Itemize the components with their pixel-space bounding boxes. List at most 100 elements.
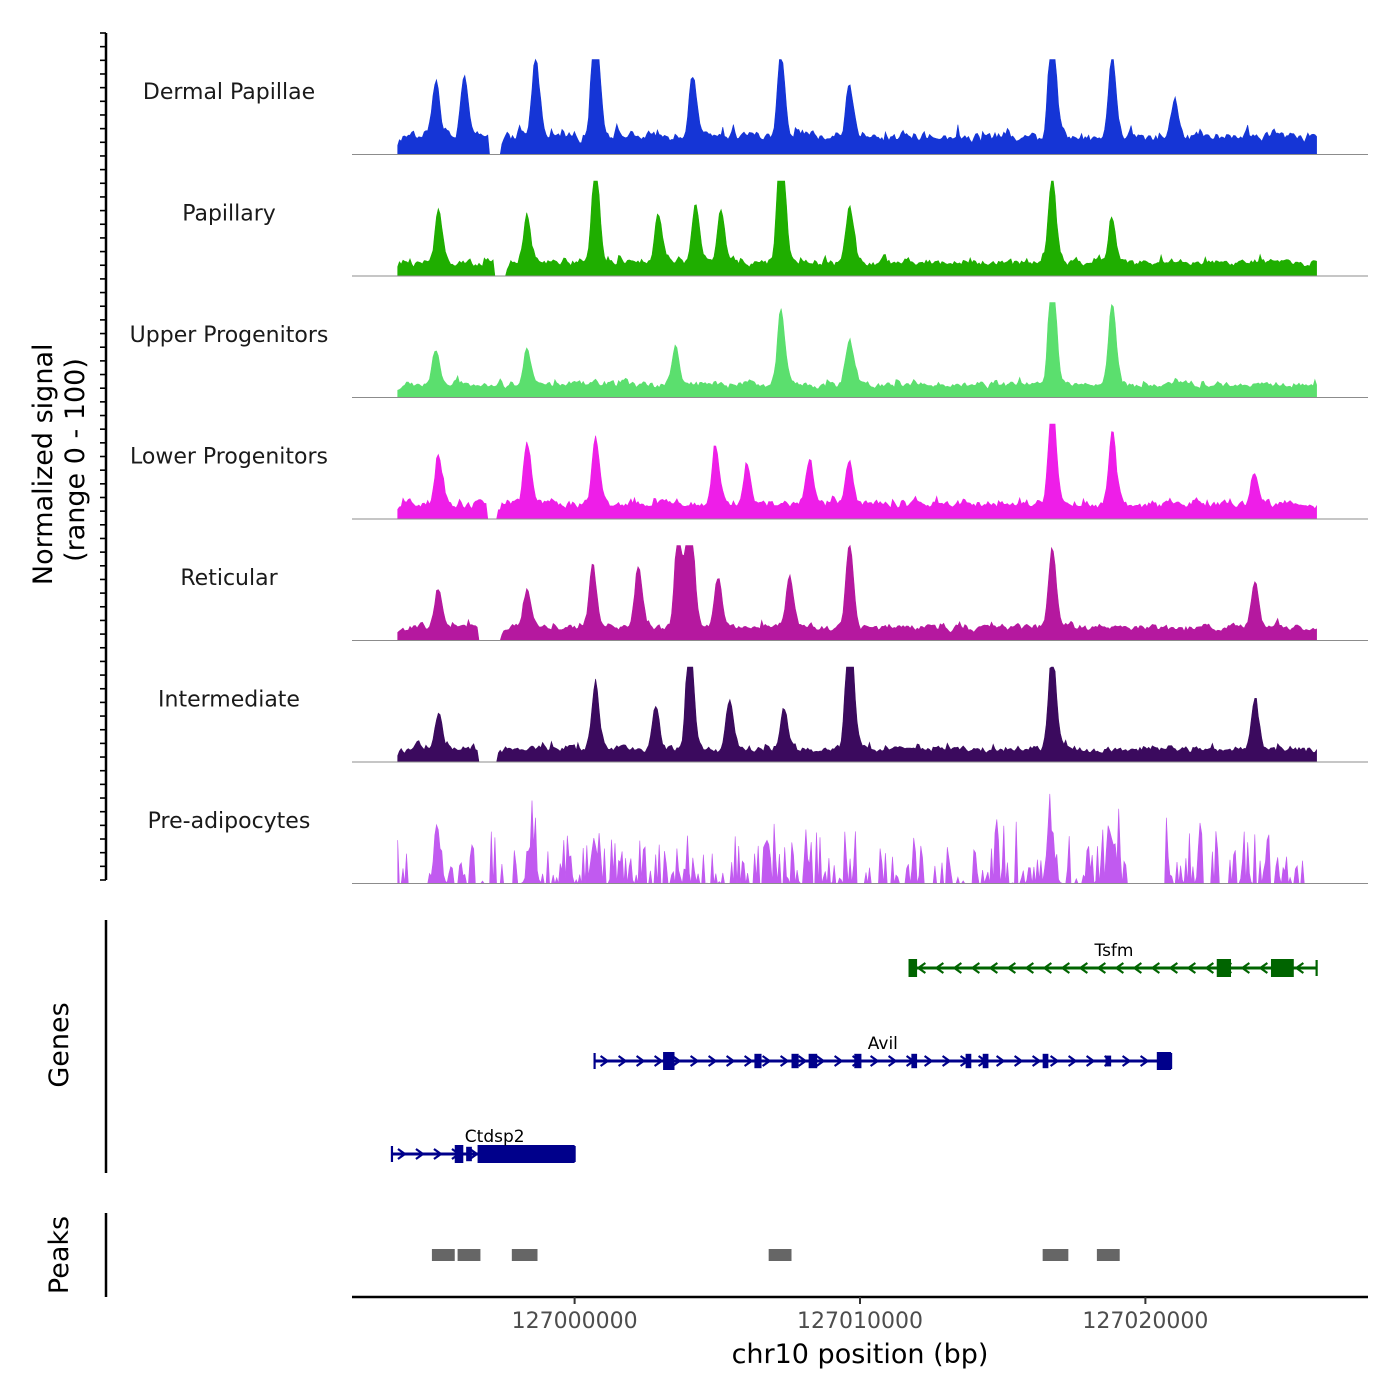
strand-arrow-icon	[1114, 962, 1125, 974]
strand-arrow-icon	[1168, 962, 1179, 974]
strand-arrow-icon	[988, 962, 999, 974]
exon-tsfm	[1216, 959, 1232, 977]
exon-avil	[808, 1053, 818, 1069]
strand-arrow-icon	[1006, 962, 1017, 974]
strand-arrow-icon	[1132, 962, 1143, 974]
exon-avil	[1042, 1053, 1049, 1069]
track-label-dermal-papillae: Dermal Papillae	[143, 80, 315, 105]
strand-arrow-icon	[1042, 962, 1053, 974]
exon-ctdsp2	[454, 1145, 464, 1163]
strand-arrow-icon	[635, 1055, 646, 1067]
track-label-papillary: Papillary	[182, 202, 276, 227]
strand-arrow-icon	[1067, 1055, 1078, 1067]
strand-arrow-icon	[1078, 962, 1089, 974]
signal-y-axis	[100, 32, 108, 881]
strand-arrow-icon	[707, 1055, 718, 1067]
track-upper-progenitors: Upper Progenitors	[130, 302, 1368, 398]
strand-arrow-icon	[941, 1055, 952, 1067]
strand-arrow-icon	[1294, 962, 1305, 974]
strand-arrow-icon	[617, 1055, 628, 1067]
strand-arrow-icon	[916, 962, 927, 974]
track-label-lower-progenitors: Lower Progenitors	[130, 445, 328, 470]
x-axis: 127000000 127010000 127020000	[352, 1295, 1368, 1334]
exon-tsfm	[908, 959, 918, 977]
strand-arrow-icon	[653, 1055, 664, 1067]
gene-tsfm: Tsfm	[908, 941, 1318, 977]
signal-area-papillary	[397, 180, 1317, 277]
strand-arrow-icon	[869, 1055, 880, 1067]
exon-avil	[854, 1053, 862, 1069]
peak-region-6	[1096, 1249, 1120, 1261]
track-papillary: Papillary	[182, 180, 1368, 277]
peak-region-2	[457, 1249, 481, 1261]
strand-arrow-icon	[1204, 962, 1215, 974]
peak-region-3	[511, 1249, 538, 1261]
strand-arrow-icon	[833, 1055, 844, 1067]
gene-label-avil: Avil	[868, 1034, 898, 1054]
signal-area-reticular	[397, 544, 1317, 641]
strand-arrow-icon	[1060, 962, 1071, 974]
track-dermal-papillae: Dermal Papillae	[143, 58, 1368, 155]
x-tick-label: 127020000	[1082, 1309, 1208, 1334]
track-pre-adipocytes: Pre-adipocytes	[148, 793, 1368, 885]
signal-area-lower-progenitors	[397, 423, 1317, 520]
peak-region-1	[431, 1249, 455, 1261]
track-label-pre-adipocytes: Pre-adipocytes	[148, 809, 311, 834]
exon-avil	[1105, 1055, 1112, 1067]
strand-arrow-icon	[1013, 1055, 1024, 1067]
signal-tracks: Dermal Papillae Papillary Upper Progenitor…	[130, 58, 1368, 885]
strand-arrow-icon	[469, 1148, 479, 1160]
strand-arrow-icon	[797, 1055, 808, 1067]
exon-avil	[791, 1053, 799, 1069]
strand-arrow-icon	[934, 962, 945, 974]
exon-avil	[911, 1053, 918, 1069]
track-reticular: Reticular	[180, 544, 1368, 641]
strand-arrow-icon	[1258, 962, 1269, 974]
strand-arrow-icon	[397, 1148, 407, 1160]
signal-area-upper-progenitors	[397, 302, 1317, 398]
peaks-panel-title: Peaks	[44, 1216, 75, 1294]
strand-arrow-icon	[1240, 962, 1251, 974]
genes-panel-title: Genes	[44, 1002, 75, 1087]
genes-panel: Tsfm Avil Ctdsp2	[104, 920, 1318, 1173]
strand-arrow-icon	[761, 1055, 772, 1067]
strand-arrow-icon	[725, 1055, 736, 1067]
track-label-reticular: Reticular	[180, 566, 278, 591]
strand-arrow-icon	[970, 962, 981, 974]
strand-arrow-icon	[1085, 1055, 1096, 1067]
track-label-intermediate: Intermediate	[158, 688, 300, 713]
gene-avil: Avil	[593, 1034, 1173, 1070]
x-axis-title: chr10 position (bp)	[732, 1339, 989, 1370]
track-intermediate: Intermediate	[158, 666, 1368, 763]
strand-arrow-icon	[599, 1055, 610, 1067]
strand-arrow-icon	[923, 1055, 934, 1067]
strand-arrow-icon	[1024, 962, 1035, 974]
x-tick-label: 127010000	[797, 1309, 923, 1334]
exon-ctdsp2	[466, 1146, 472, 1162]
exon-ctdsp2	[477, 1145, 575, 1163]
strand-arrow-icon	[689, 1055, 700, 1067]
exon-avil	[754, 1053, 762, 1069]
strand-arrow-icon	[415, 1148, 425, 1160]
strand-arrow-icon	[433, 1148, 443, 1160]
gene-label-ctdsp2: Ctdsp2	[465, 1127, 525, 1147]
strand-arrow-icon	[779, 1055, 790, 1067]
y-axis-title-line-2: (range 0 - 100)	[60, 358, 91, 562]
y-axis-title-line-1: Normalized signal	[28, 344, 59, 586]
strand-arrow-icon	[1186, 962, 1197, 974]
gene-label-tsfm: Tsfm	[1094, 941, 1134, 961]
strand-arrow-icon	[1031, 1055, 1042, 1067]
strand-arrow-icon	[887, 1055, 898, 1067]
track-lower-progenitors: Lower Progenitors	[130, 423, 1368, 520]
exon-tsfm	[1270, 959, 1294, 977]
exon-avil	[663, 1052, 675, 1070]
y-axis-title: Normalized signal (range 0 - 100)	[28, 335, 91, 585]
peak-region-5	[1042, 1249, 1069, 1261]
strand-arrow-icon	[1049, 1055, 1060, 1067]
exon-avil	[965, 1053, 972, 1069]
gene-ctdsp2: Ctdsp2	[390, 1127, 576, 1163]
strand-arrow-icon	[815, 1055, 826, 1067]
strand-arrow-icon	[1139, 1055, 1150, 1067]
strand-arrow-icon	[671, 1055, 682, 1067]
